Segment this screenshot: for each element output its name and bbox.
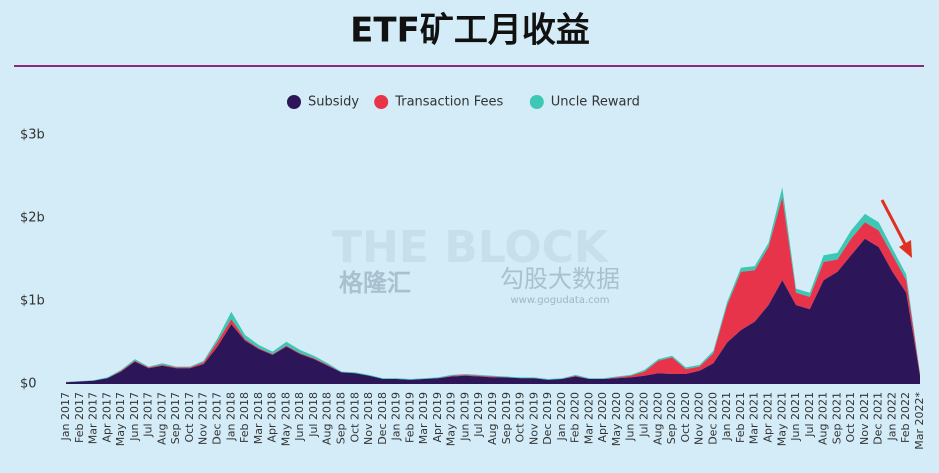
x-tick-label: Oct 2017	[183, 392, 196, 443]
x-tick-label: Jun 2019	[458, 392, 471, 442]
x-tick-label: Jun 2017	[128, 392, 141, 442]
area	[66, 238, 920, 384]
x-tick-label: Mar 2019	[417, 392, 430, 444]
x-tick-label: Mar 2022*	[913, 392, 926, 450]
x-tick-label: Feb 2020	[569, 392, 582, 443]
x-tick-label: Jun 2021	[789, 392, 802, 442]
y-tick-label: $3b	[20, 128, 45, 143]
x-tick-label: May 2017	[114, 392, 127, 446]
x-tick-label: Dec 2017	[211, 392, 224, 445]
x-tick-label: Dec 2021	[872, 392, 885, 445]
x-tick-label: Jan 2019	[390, 392, 403, 441]
chart-title: ETF矿工月收益	[350, 11, 590, 51]
x-tick-label: Jul 2019	[472, 392, 485, 438]
area	[66, 197, 920, 383]
x-tick-label: Mar 2021	[748, 392, 761, 444]
x-tick-label: Sep 2019	[500, 392, 513, 444]
x-tick-label: Sep 2017	[169, 392, 182, 444]
x-tick-label: May 2019	[445, 392, 458, 446]
watermark: 勾股大数据	[500, 265, 620, 293]
x-tick-label: Jan 2018	[224, 392, 237, 441]
x-tick-label: Sep 2020	[665, 392, 678, 444]
x-tick-label: Sep 2018	[334, 392, 347, 444]
x-tick-label: Apr 2021	[761, 392, 774, 443]
x-tick-label: May 2021	[775, 392, 788, 446]
legend-marker	[374, 95, 389, 109]
x-tick-label: Jul 2017	[142, 392, 155, 438]
watermark: 格隆汇	[339, 269, 411, 297]
y-tick-label: $2b	[20, 211, 45, 226]
x-tick-label: Aug 2019	[486, 392, 499, 445]
x-tick-label: Oct 2021	[844, 392, 857, 443]
x-tick-label: Nov 2017	[197, 392, 210, 445]
x-tick-label: Jul 2020	[638, 392, 651, 438]
x-tick-label: Nov 2021	[858, 392, 871, 445]
x-tick-label: Oct 2019	[514, 392, 527, 443]
arrow	[880, 199, 912, 258]
y-tick-label: $0	[20, 377, 37, 392]
x-tick-label: Oct 2020	[679, 392, 692, 443]
legend-label: Subsidy	[308, 95, 359, 110]
x-tick-label: Aug 2021	[817, 392, 830, 445]
x-tick-label: Aug 2017	[155, 392, 168, 445]
x-tick-label: Apr 2020	[596, 392, 609, 443]
x-tick-label: Jun 2020	[624, 392, 637, 442]
x-tick-label: Jan 2022	[885, 392, 898, 441]
x-tick-label: Feb 2018	[238, 392, 251, 443]
x-tick-label: Nov 2020	[693, 392, 706, 445]
x-tick-label: Nov 2019	[527, 392, 540, 445]
x-tick-label: Apr 2017	[100, 392, 113, 443]
watermark: THE BLOCK	[332, 222, 610, 273]
x-tick-label: Nov 2018	[362, 392, 375, 445]
x-tick-label: Apr 2019	[431, 392, 444, 443]
x-tick-label: Jul 2018	[307, 392, 320, 438]
x-tick-label: Mar 2020	[582, 392, 595, 444]
x-tick-label: Jul 2021	[803, 392, 816, 438]
legend-label: Uncle Reward	[551, 95, 640, 110]
x-tick-label: Jan 2017	[59, 392, 72, 441]
legend: Subsidy Transaction Fees Uncle Reward	[287, 95, 640, 110]
x-tick-label: Dec 2018	[376, 392, 389, 445]
x-tick-label: Aug 2020	[651, 392, 664, 445]
x-tick-label: Jan 2021	[720, 392, 733, 441]
x-tick-label: Aug 2018	[321, 392, 334, 445]
x-tick-label: Jun 2018	[293, 392, 306, 442]
watermark: www.gogudata.com	[510, 295, 609, 306]
y-tick-label: $1b	[20, 294, 45, 309]
x-tick-label: Feb 2021	[734, 392, 747, 443]
x-tick-label: Oct 2018	[348, 392, 361, 443]
x-tick-label: Dec 2020	[706, 392, 719, 445]
x-tick-label: Mar 2018	[252, 392, 265, 444]
x-tick-label: Dec 2019	[541, 392, 554, 445]
x-tick-label: Feb 2022	[899, 392, 912, 443]
legend-marker	[287, 95, 301, 109]
x-tick-label: Jan 2020	[555, 392, 568, 441]
x-tick-label: Mar 2017	[87, 392, 100, 444]
x-tick-label: Apr 2018	[266, 392, 279, 443]
x-tick-label: Feb 2017	[73, 392, 86, 443]
x-tick-label: May 2020	[610, 392, 623, 446]
x-tick-label: Sep 2021	[830, 392, 843, 444]
x-tick-label: Feb 2019	[403, 392, 416, 443]
legend-label: Transaction Fees	[394, 95, 503, 110]
legend-marker	[529, 95, 544, 109]
x-tick-label: May 2018	[279, 392, 292, 446]
